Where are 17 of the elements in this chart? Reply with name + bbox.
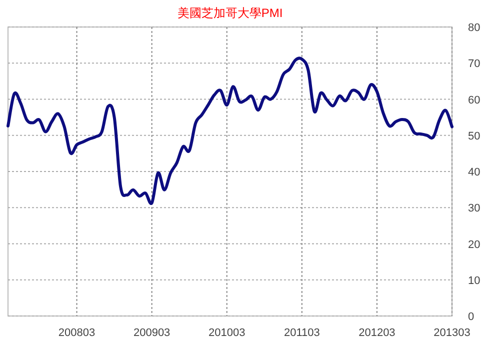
y-tick-label: 80 <box>468 22 480 34</box>
x-tick-label: 201003 <box>208 327 246 339</box>
chart-title: 美國芝加哥大學PMI <box>177 6 283 20</box>
x-tick-label: 201303 <box>434 327 470 339</box>
y-tick-label: 70 <box>468 58 480 70</box>
y-tick-label: 50 <box>468 130 480 142</box>
y-tick-label: 40 <box>468 166 480 178</box>
line-series <box>6 58 454 204</box>
x-tick-label: 200803 <box>58 327 96 339</box>
y-tick-label: 60 <box>468 94 480 106</box>
x-tick-label: 201203 <box>358 327 396 339</box>
x-tick-label: 200903 <box>133 327 170 339</box>
y-tick-label: 0 <box>468 311 474 323</box>
y-tick-label: 20 <box>468 238 480 251</box>
x-tick-label: 201103 <box>284 327 320 339</box>
y-tick-label: 10 <box>468 274 480 287</box>
y-tick-label: 30 <box>468 202 480 215</box>
